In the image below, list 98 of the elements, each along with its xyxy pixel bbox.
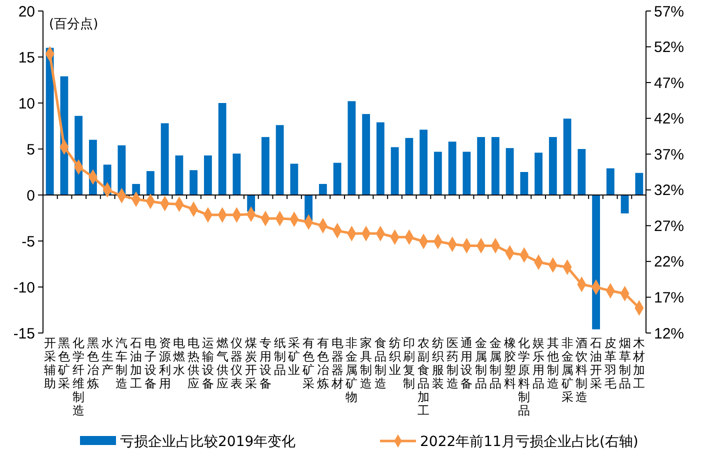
x-tick-label: 木材加工: [632, 336, 646, 390]
y2-tick-label: 32%: [654, 182, 684, 200]
x-tick-label: 酒饮料制造: [574, 336, 588, 404]
y-tick-label: -10: [13, 279, 35, 296]
bar: [448, 142, 456, 195]
legend-label: 2022年前11月亏损企业占比(右轴): [420, 434, 638, 450]
y-tick-label: -15: [13, 325, 35, 342]
bar: [534, 152, 543, 195]
x-tick-label: 汽车制造: [116, 336, 128, 390]
bar: [420, 130, 428, 195]
x-tick-label: 食品制造: [374, 336, 386, 390]
bar: [592, 195, 600, 330]
bar: [348, 101, 356, 195]
bar: [491, 137, 500, 195]
annotation: (百分点): [49, 17, 98, 32]
bar: [376, 122, 384, 195]
x-tick-label: 纺织服装: [432, 336, 444, 390]
bar: [563, 118, 572, 195]
x-tick-label: 通用设备: [460, 336, 473, 390]
bar: [318, 184, 327, 195]
bar: [362, 114, 370, 195]
bar: [290, 164, 298, 195]
bar: [548, 137, 557, 195]
y-tick-label: 20: [18, 3, 35, 20]
bar: [118, 145, 126, 195]
x-tick-label: 开采辅助: [44, 336, 56, 390]
x-tick-label: 燃气供应: [216, 336, 228, 390]
bar: [620, 195, 629, 214]
bar: [462, 152, 471, 195]
y2-tick-label: 17%: [654, 289, 684, 306]
x-tick-label: 化学纤维制造: [72, 336, 85, 418]
x-tick-label: 石油加工: [130, 336, 142, 390]
bar: [146, 171, 154, 195]
x-tick-label: 纸制品: [274, 336, 286, 377]
bar: [175, 155, 184, 195]
y2-tick-label: 52%: [654, 39, 684, 56]
y2-tick-label: 22%: [654, 254, 684, 271]
x-tick-label: 非金属矿物: [344, 336, 358, 404]
y-tick-label: 10: [18, 95, 35, 112]
x-tick-label: 专用设备: [259, 336, 272, 390]
y2-tick-label: 37%: [654, 146, 684, 164]
x-tick-label: 电器器材: [330, 336, 344, 390]
y-tick-label: 15: [18, 49, 35, 66]
x-tick-label: 电燃水: [173, 336, 186, 377]
x-tick-label: 其他制造: [546, 336, 559, 390]
x-tick-label: 纺织业: [388, 336, 401, 377]
bar: [578, 149, 586, 195]
x-tick-label: 医药制造: [446, 336, 458, 390]
bar: [434, 152, 442, 195]
bar: [132, 184, 140, 195]
bar: [477, 137, 486, 195]
x-tick-label: 石油开采: [590, 336, 602, 390]
x-tick-label: 橡胶塑料: [504, 336, 516, 390]
bar: [232, 154, 241, 195]
y2-tick-label: 57%: [654, 3, 684, 20]
x-tick-label: 有色冶炼: [316, 336, 329, 390]
x-tick-label: 娱乐用品: [532, 336, 545, 390]
y2-tick-label: 12%: [654, 325, 684, 342]
legend-label: 亏损企业占比较2019年变化: [120, 434, 296, 450]
x-tick-label: 水生产: [101, 336, 114, 377]
x-tick-label: 农副食品加工: [418, 336, 430, 418]
x-tick-label: 皮革羽毛: [603, 336, 616, 390]
bar: [261, 137, 270, 195]
y-tick-label: 5: [26, 141, 35, 158]
bar: [405, 138, 414, 195]
x-tick-label: 有色矿采: [302, 336, 315, 390]
bar: [190, 170, 198, 195]
y2-tick-label: 27%: [654, 218, 684, 235]
x-tick-label: 烟草制品: [618, 336, 631, 390]
x-tick-label: 资源利用: [158, 336, 171, 390]
x-tick-label: 金属制品: [489, 336, 502, 390]
x-tick-label: 仪器仪表: [230, 336, 243, 390]
x-tick-label: 印刷复制: [403, 336, 416, 390]
bar: [635, 172, 644, 195]
x-tick-label: 采矿业: [287, 336, 300, 377]
x-tick-label: 家具制造: [360, 336, 372, 390]
x-tick-label: 黑色矿采: [57, 336, 70, 390]
bar: [390, 147, 399, 195]
bar: [276, 125, 284, 195]
bar: [218, 103, 226, 195]
bar: [606, 168, 614, 195]
bar: [506, 148, 514, 195]
y-tick-label: 0: [26, 187, 35, 204]
x-tick-label: 黑色冶炼: [86, 336, 99, 390]
y2-tick-label: 42%: [654, 110, 684, 128]
x-tick-label: 电热供应: [188, 336, 200, 390]
y-tick-label: -5: [22, 233, 35, 250]
x-tick-label: 化学原料制品: [518, 336, 530, 418]
x-tick-label: 电子设备: [144, 336, 156, 390]
x-tick-label: 非金属矿采: [560, 336, 574, 404]
x-tick-label: 煤炭开采: [245, 336, 258, 390]
x-tick-label: 金属制品: [475, 336, 488, 390]
x-tick-label: 运输设备: [202, 336, 214, 390]
bar: [520, 172, 528, 195]
bar: [204, 155, 212, 195]
y2-tick-label: 47%: [654, 74, 684, 92]
bar: [333, 162, 342, 195]
bar: [160, 123, 169, 195]
